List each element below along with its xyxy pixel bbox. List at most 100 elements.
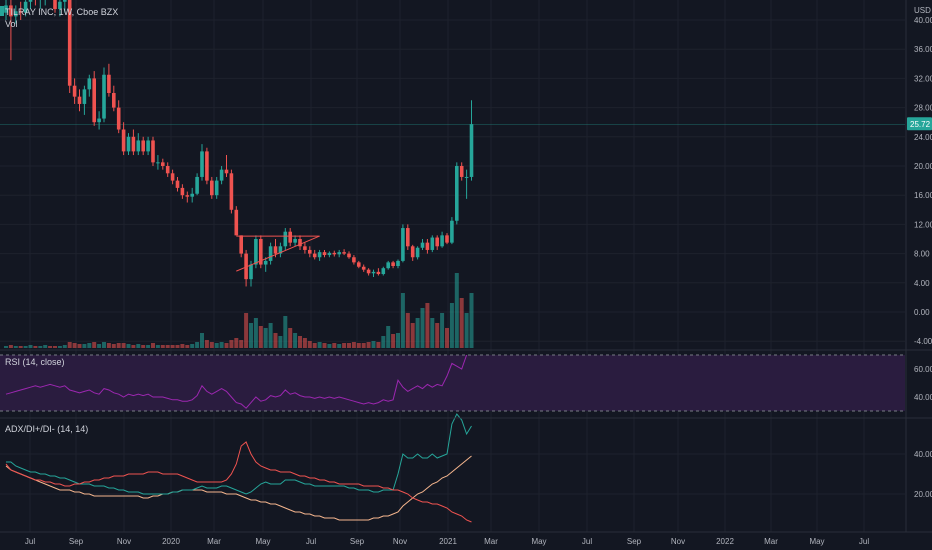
volume-bar — [347, 343, 351, 348]
adx-label[interactable]: ADX/DI+/DI- (14, 14) — [5, 424, 88, 434]
rsi-line — [5, 354, 468, 409]
candle-body — [464, 176, 469, 178]
volume-bar — [273, 333, 278, 348]
candle-body — [308, 249, 312, 254]
rsi-label[interactable]: RSI (14, close) — [5, 357, 65, 367]
candle-body — [391, 262, 395, 267]
volume-bar — [200, 333, 204, 348]
volume-bar — [435, 323, 440, 348]
y-tick-label: 24.00 — [914, 133, 932, 142]
volume-bar — [371, 341, 376, 348]
volume-bar — [185, 345, 190, 348]
volume-bar — [28, 345, 33, 348]
candle-body — [234, 209, 239, 236]
volume-bar — [102, 342, 106, 348]
candle-body — [92, 78, 96, 123]
x-tick-label: May — [255, 537, 270, 546]
volume-bar — [18, 346, 23, 348]
volume-bar — [268, 323, 273, 348]
candle-body — [288, 231, 292, 243]
candle-body — [102, 74, 106, 119]
currency-label: USD — [914, 6, 931, 15]
candle-body — [332, 252, 337, 255]
candle-body — [175, 180, 180, 188]
candle-body — [229, 173, 234, 210]
volume-bar — [440, 313, 445, 348]
volume-bar — [366, 342, 371, 348]
indicator-lines — [5, 354, 472, 523]
volume-bar — [410, 323, 415, 348]
candle-body — [273, 246, 278, 254]
x-tick-label: Jul — [859, 537, 869, 546]
volume-bar — [33, 346, 38, 348]
candle-body — [28, 0, 33, 2]
volume-bar — [195, 342, 200, 348]
volume-bar — [249, 323, 253, 348]
volume-bar — [165, 345, 170, 348]
symbol-marker-icon — [0, 6, 4, 16]
candle-body — [195, 176, 199, 194]
volume-label[interactable]: Vol — [5, 19, 18, 29]
volume-bar — [361, 343, 366, 348]
candle-body — [361, 266, 366, 270]
volume-bar — [381, 336, 386, 348]
x-tick-label: Nov — [671, 537, 685, 546]
candle-body — [386, 262, 390, 269]
volume-bar — [322, 343, 327, 348]
candle-body — [317, 252, 322, 258]
candle-body — [347, 253, 351, 258]
candle-body — [342, 252, 346, 254]
volume-bar — [190, 344, 195, 348]
candle-body — [210, 180, 214, 196]
volume-bar — [400, 293, 405, 348]
candle-body — [435, 237, 439, 247]
volume-bar — [449, 303, 454, 348]
candle-body — [371, 271, 376, 274]
volume-bar — [430, 318, 435, 348]
volume-bar — [131, 345, 136, 348]
candle-body — [327, 252, 332, 256]
candle-body — [82, 89, 87, 104]
volume-bar — [180, 344, 185, 348]
y-tick-label: -4.00 — [914, 337, 932, 346]
x-tick-label: Nov — [117, 537, 131, 546]
volume-bar — [420, 308, 425, 348]
candle-body — [293, 239, 297, 243]
symbol-label[interactable]: TILRAY INC, 1W, Cboe BZX — [5, 7, 118, 17]
volume-bar — [106, 343, 111, 348]
di-minus-line — [5, 441, 472, 523]
volume-bar — [298, 336, 302, 348]
x-tick-label: Nov — [393, 537, 407, 546]
volume-bar — [396, 333, 400, 348]
volume-bar — [126, 344, 131, 348]
trendlines — [236, 235, 320, 272]
candle-body — [352, 257, 356, 263]
volume-bar — [229, 340, 234, 348]
volume-bar — [38, 346, 43, 348]
di-plus-line — [6, 413, 472, 495]
volume-bar — [170, 345, 175, 348]
x-tick-label: 2021 — [439, 537, 457, 546]
candles — [4, 0, 474, 287]
rsi-band — [0, 354, 905, 412]
candle-body — [214, 180, 219, 196]
rsi-tick-label: 40.00 — [914, 393, 932, 402]
volume-bar — [317, 342, 322, 348]
volume-bar — [469, 293, 474, 348]
adx-line — [5, 455, 472, 521]
volume-bar — [293, 333, 298, 348]
volume-bar — [454, 273, 459, 348]
y-tick-label: 20.00 — [914, 162, 932, 171]
candle-body — [136, 140, 141, 152]
volume-bar — [219, 342, 224, 348]
y-tick-label: 8.00 — [914, 250, 930, 259]
volume-bar — [72, 343, 77, 348]
candle-body — [322, 252, 327, 256]
candle-body — [4, 5, 8, 13]
candle-body — [126, 136, 131, 152]
candle-body — [205, 151, 209, 181]
volume-bar — [327, 344, 332, 348]
volume-bar — [214, 343, 219, 348]
volume-bar — [376, 342, 381, 348]
